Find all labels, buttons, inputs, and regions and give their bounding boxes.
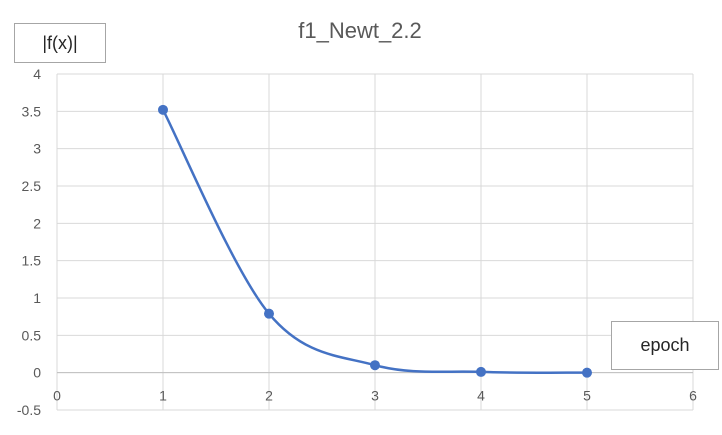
x-tick-label: 4	[477, 388, 485, 404]
x-tick-label: 1	[159, 388, 167, 404]
data-point	[582, 367, 592, 378]
x-tick-label: 2	[265, 388, 273, 404]
y-tick-label: 0.5	[22, 327, 42, 343]
chart-title: f1_Newt_2.2	[298, 18, 422, 43]
x-axis-label: epoch	[611, 321, 719, 370]
x-tick-label: 5	[583, 388, 591, 404]
y-axis-label: |f(x)|	[14, 23, 106, 63]
y-tick-label: 1.5	[22, 253, 42, 269]
series-line	[161, 109, 588, 374]
data-point	[264, 308, 274, 319]
y-tick-label: 0	[33, 365, 41, 381]
y-tick-label: -0.5	[17, 402, 41, 418]
y-tick-label: 2	[33, 215, 41, 231]
x-tick-label: 3	[371, 388, 379, 404]
y-tick-label: 1	[33, 290, 41, 306]
x-tick-label: 6	[689, 388, 697, 404]
data-point	[476, 366, 486, 377]
data-point	[370, 360, 380, 371]
x-tick-label: 0	[53, 388, 61, 404]
y-tick-label: 3	[33, 141, 41, 157]
y-tick-label: 2.5	[22, 178, 42, 194]
y-tick-label: 4	[33, 66, 41, 82]
data-point	[158, 104, 168, 115]
y-tick-label: 3.5	[22, 103, 42, 119]
